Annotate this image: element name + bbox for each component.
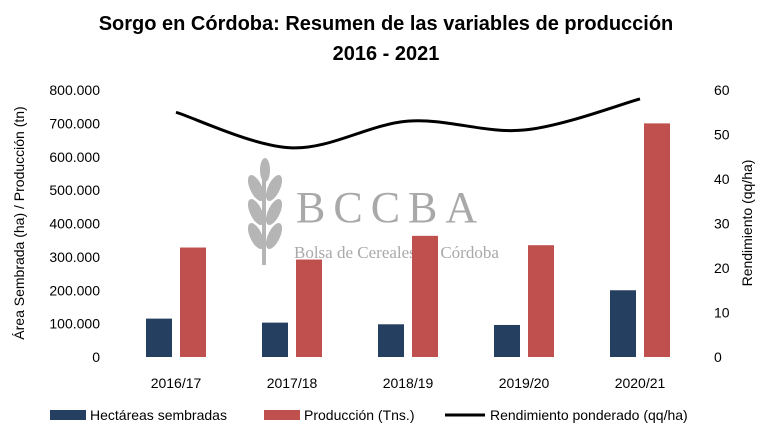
wheat-logo-icon xyxy=(247,158,283,265)
chart-title-line-2: 2016 - 2021 xyxy=(333,43,440,65)
bars xyxy=(146,123,670,357)
bar-hectareas xyxy=(494,324,520,357)
left-axis-ticks: 0 100.000 200.000 300.000 400.000 500.000 600.… xyxy=(49,82,100,365)
right-tick-label: 0 xyxy=(714,349,722,365)
left-tick-label: 300.000 xyxy=(49,249,100,265)
bar-produccion xyxy=(528,245,554,357)
right-tick-label: 40 xyxy=(714,171,730,187)
watermark: BCCBA Bolsa de Cereales de Córdoba xyxy=(247,158,499,265)
category-label: 2017/18 xyxy=(267,375,318,391)
legend-label-produccion: Producción (Tns.) xyxy=(304,407,414,423)
yield-line xyxy=(175,97,641,150)
left-axis-title: Área Sembrada (ha) / Producción (tn) xyxy=(11,106,27,339)
left-tick-label: 600.000 xyxy=(49,149,100,165)
category-label: 2016/17 xyxy=(151,375,202,391)
category-label: 2019/20 xyxy=(499,375,550,391)
bar-produccion xyxy=(296,259,322,357)
category-label: 2018/19 xyxy=(383,375,434,391)
left-tick-label: 800.000 xyxy=(49,82,100,98)
bar-hectareas xyxy=(610,290,636,357)
bar-hectareas xyxy=(146,318,172,357)
right-tick-label: 20 xyxy=(714,260,730,276)
bar-hectareas xyxy=(262,322,288,357)
left-tick-label: 200.000 xyxy=(49,282,100,298)
watermark-title: BCCBA xyxy=(296,183,485,232)
watermark-subtitle: Bolsa de Cereales de Córdoba xyxy=(294,243,499,262)
legend: Hectáreas sembradas Producción (Tns.) Re… xyxy=(50,407,688,423)
left-tick-label: 100.000 xyxy=(49,316,100,332)
left-tick-label: 500.000 xyxy=(49,182,100,198)
right-tick-label: 30 xyxy=(714,216,730,232)
legend-label-rendimiento: Rendimiento ponderado (qq/ha) xyxy=(490,407,688,423)
legend-label-hectareas: Hectáreas sembradas xyxy=(90,407,227,423)
left-tick-label: 0 xyxy=(92,349,100,365)
right-tick-label: 50 xyxy=(714,127,730,143)
left-tick-label: 400.000 xyxy=(49,216,100,232)
bar-produccion xyxy=(180,247,206,357)
legend-swatch-produccion xyxy=(264,410,300,420)
left-tick-label: 700.000 xyxy=(49,115,100,131)
category-labels: 2016/17 2017/18 2018/19 2019/20 2020/21 xyxy=(151,375,666,391)
yield-line-path xyxy=(175,97,641,150)
chart-title-line-1: Sorgo en Córdoba: Resumen de las variabl… xyxy=(99,13,674,35)
bar-hectareas xyxy=(378,324,404,357)
right-axis-title: Rendimiento (qq/ha) xyxy=(739,160,755,287)
category-label: 2020/21 xyxy=(615,375,666,391)
legend-swatch-hectareas xyxy=(50,410,86,420)
right-tick-label: 60 xyxy=(714,82,730,98)
right-tick-label: 10 xyxy=(714,305,730,321)
right-axis-ticks: 0 10 20 30 40 50 60 xyxy=(714,82,730,365)
bar-produccion xyxy=(644,123,670,357)
bar-produccion xyxy=(412,235,438,357)
